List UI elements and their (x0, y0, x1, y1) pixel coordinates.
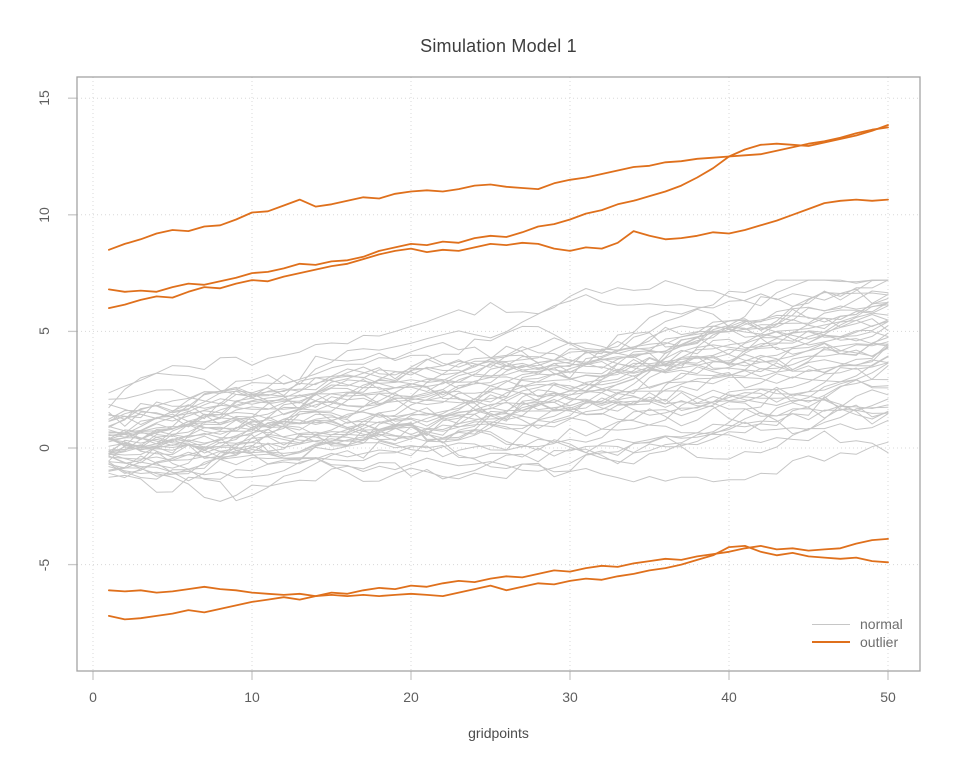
x-tick-label: 20 (403, 689, 419, 705)
x-axis-label: gridpoints (468, 725, 529, 741)
y-tick-label: 5 (36, 327, 52, 336)
chart-title: Simulation Model 1 (420, 36, 577, 56)
x-tick-label: 0 (89, 689, 97, 705)
y-tick-label: 0 (36, 444, 52, 452)
legend-entry-normal: normal (812, 615, 903, 633)
normal-line-sample-icon (812, 623, 850, 625)
y-tick-label: 10 (36, 207, 52, 223)
legend: normal outlier (812, 615, 903, 651)
legend-label-normal: normal (860, 616, 903, 632)
x-tick-label: 40 (721, 689, 737, 705)
y-tick-label: -5 (36, 558, 52, 571)
legend-label-outlier: outlier (860, 634, 899, 650)
x-tick-label: 10 (244, 689, 260, 705)
outlier-line-sample-icon (812, 641, 850, 643)
y-tick-label: 15 (36, 90, 52, 106)
x-tick-label: 30 (562, 689, 578, 705)
x-tick-label: 50 (880, 689, 896, 705)
legend-entry-outlier: outlier (812, 633, 903, 651)
